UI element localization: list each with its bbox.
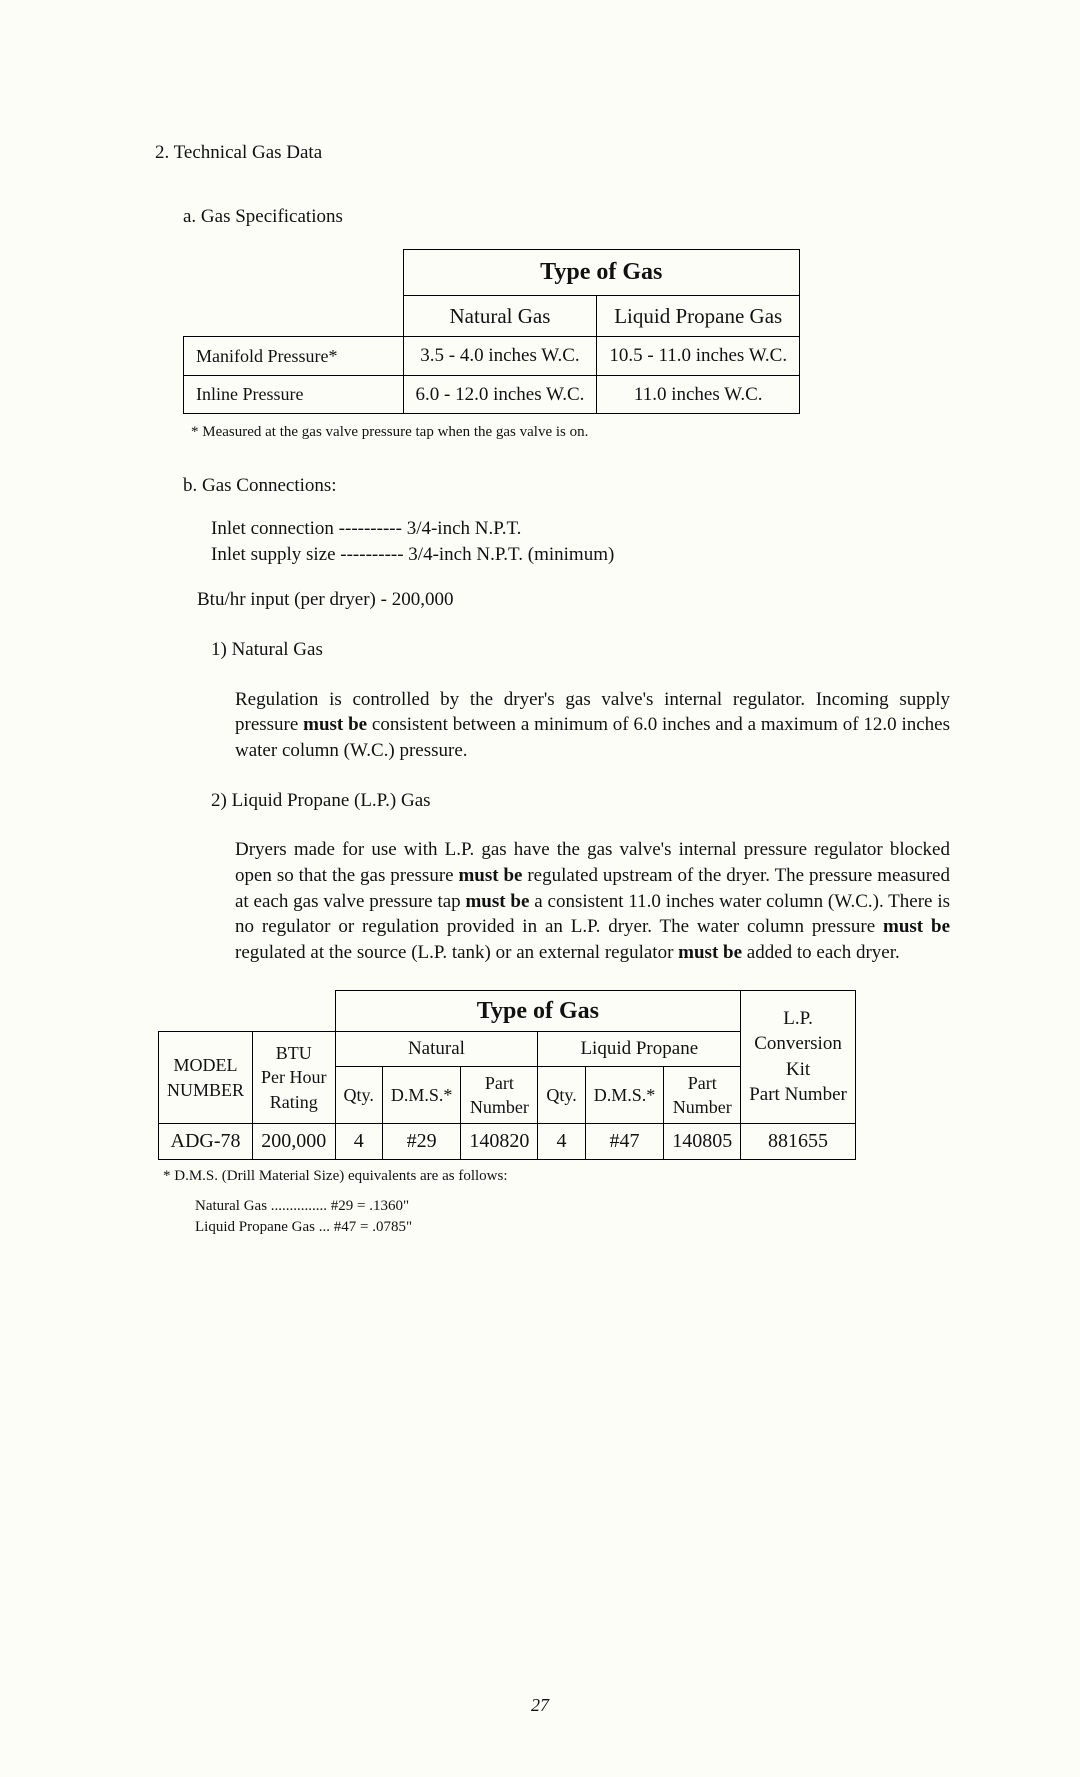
- p2b: must be: [458, 865, 522, 886]
- table1-row2-label: Inline Pressure: [184, 375, 404, 414]
- subsection-b-label: b. Gas Connections:: [183, 473, 950, 499]
- natural-gas-paragraph: Regulation is controlled by the dryer's …: [235, 687, 950, 764]
- lp-kit-l3: Kit: [786, 1059, 810, 1080]
- row-kit: 881655: [741, 1124, 856, 1160]
- dms-equivalents: Natural Gas ............... #29 = .1360"…: [195, 1196, 950, 1237]
- subsection-a-label: a. Gas Specifications: [183, 204, 950, 230]
- p2i: added to each dryer.: [742, 942, 900, 963]
- gas-spec-table: Type of Gas Natural Gas Liquid Propane G…: [183, 249, 800, 414]
- part-l1: Part: [485, 1073, 514, 1093]
- lp-gas-heading: 2) Liquid Propane (L.P.) Gas: [211, 788, 950, 814]
- row-lp-part: 140805: [664, 1124, 741, 1160]
- lp-kit-l2: Conversion: [754, 1033, 842, 1054]
- part-l1b: Part: [688, 1073, 717, 1093]
- p2g: regulated at the source (L.P. tank) or a…: [235, 942, 678, 963]
- table1-row1-c2: 10.5 - 11.0 inches W.C.: [597, 337, 800, 376]
- btu-l1: BTU: [276, 1043, 312, 1063]
- dms-natural: Natural Gas ............... #29 = .1360": [195, 1196, 950, 1216]
- table1-row1-label: Manifold Pressure*: [184, 337, 404, 376]
- btu-l2: Per Hour: [261, 1067, 327, 1087]
- row-model: ADG-78: [159, 1124, 253, 1160]
- part-l2: Number: [470, 1097, 529, 1117]
- table2-nat-part-header: Part Number: [461, 1066, 538, 1124]
- row-btu: 200,000: [253, 1124, 336, 1160]
- part-l2b: Number: [673, 1097, 732, 1117]
- row-lp-dms: #47: [585, 1124, 664, 1160]
- table1-col1: Natural Gas: [403, 295, 597, 336]
- table2-data-row: ADG-78 200,000 4 #29 140820 4 #47 140805…: [159, 1124, 856, 1160]
- model-l2: NUMBER: [167, 1080, 244, 1100]
- row-nat-part: 140820: [461, 1124, 538, 1160]
- table2-lp-qty-header: Qty.: [538, 1066, 585, 1124]
- row-nat-dms: #29: [382, 1124, 461, 1160]
- lp-kit-l4: Part Number: [749, 1084, 847, 1105]
- table1-row2-c2: 11.0 inches W.C.: [597, 375, 800, 414]
- table2-nat-dms-header: D.M.S.*: [382, 1066, 461, 1124]
- table2-liquid-header: Liquid Propane: [538, 1031, 741, 1066]
- table2-btu-header: BTU Per Hour Rating: [253, 1031, 336, 1123]
- table2-lp-dms-header: D.M.S.*: [585, 1066, 664, 1124]
- table1-footnote: * Measured at the gas valve pressure tap…: [191, 422, 950, 442]
- gas-spec-table-wrap: Type of Gas Natural Gas Liquid Propane G…: [183, 249, 950, 414]
- table2-footnote: * D.M.S. (Drill Material Size) equivalen…: [163, 1166, 950, 1186]
- p1b: must be: [303, 714, 367, 735]
- table2-lp-part-header: Part Number: [664, 1066, 741, 1124]
- lp-gas-paragraph: Dryers made for use with L.P. gas have t…: [235, 837, 950, 965]
- page: 2. Technical Gas Data a. Gas Specificati…: [0, 0, 1080, 1777]
- btu-l3: Rating: [270, 1092, 318, 1112]
- table2-type-header: Type of Gas: [335, 990, 741, 1031]
- table2-lp-kit: L.P. Conversion Kit Part Number: [741, 990, 856, 1124]
- natural-gas-heading: 1) Natural Gas: [211, 637, 950, 663]
- p2f: must be: [883, 916, 950, 937]
- p2d: must be: [465, 891, 529, 912]
- table1-row1-c1: 3.5 - 4.0 inches W.C.: [403, 337, 597, 376]
- orifice-table-wrap: Type of Gas L.P. Conversion Kit Part Num…: [158, 990, 950, 1161]
- table1-header: Type of Gas: [403, 250, 800, 295]
- lp-kit-l1: L.P.: [783, 1008, 813, 1029]
- inlet-supply: Inlet supply size ---------- 3/4-inch N.…: [211, 542, 950, 568]
- table1-col2: Liquid Propane Gas: [597, 295, 800, 336]
- inlet-connection: Inlet connection ---------- 3/4-inch N.P…: [211, 516, 950, 542]
- table2-natural-header: Natural: [335, 1031, 538, 1066]
- row-nat-qty: 4: [335, 1124, 382, 1160]
- dms-lp: Liquid Propane Gas ... #47 = .0785": [195, 1217, 950, 1237]
- table2-nat-qty-header: Qty.: [335, 1066, 382, 1124]
- section-title: 2. Technical Gas Data: [155, 140, 950, 166]
- table1-row2-c1: 6.0 - 12.0 inches W.C.: [403, 375, 597, 414]
- model-l1: MODEL: [174, 1055, 238, 1075]
- page-number: 27: [0, 1693, 1080, 1717]
- btu-line: Btu/hr input (per dryer) - 200,000: [197, 587, 950, 613]
- row-lp-qty: 4: [538, 1124, 585, 1160]
- p2h: must be: [678, 942, 742, 963]
- table2-model-header: MODEL NUMBER: [159, 1031, 253, 1123]
- orifice-table: Type of Gas L.P. Conversion Kit Part Num…: [158, 990, 856, 1161]
- inlet-lines: Inlet connection ---------- 3/4-inch N.P…: [211, 516, 950, 567]
